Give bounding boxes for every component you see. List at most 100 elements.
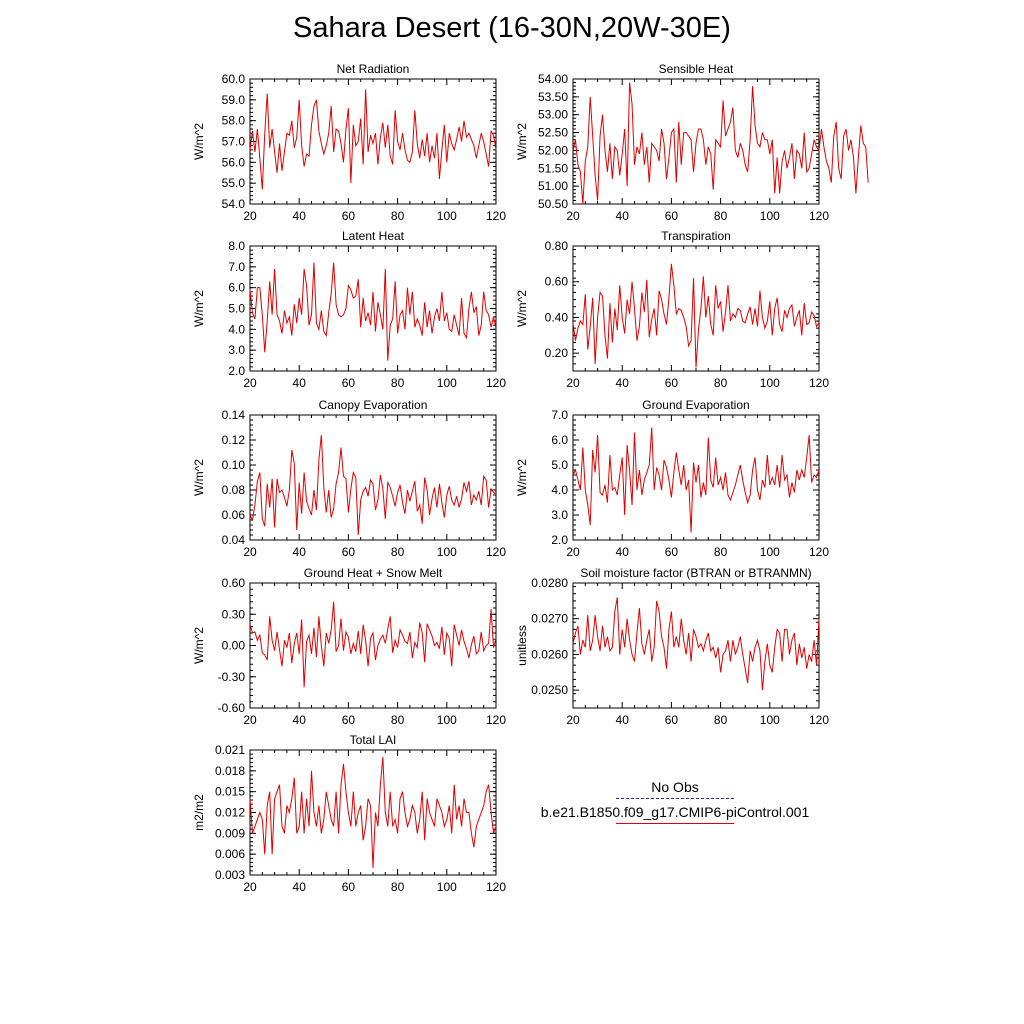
y-tick-label: 0.40 <box>545 310 569 324</box>
y-tick-label: 0.003 <box>215 868 245 882</box>
x-tick-label: 20 <box>566 209 580 223</box>
y-tick-label: 54.00 <box>538 72 568 86</box>
y-tick-label: 7.0 <box>228 260 245 274</box>
series-line <box>572 597 820 691</box>
x-tick-label: 80 <box>391 209 405 223</box>
y-tick-label: 8.0 <box>228 239 245 253</box>
y-tick-label: 0.021 <box>215 743 245 757</box>
x-tick-label: 60 <box>342 713 356 727</box>
chart-panel-3: Latent Heat W/m^2 20 40 60 80 100 120 2.0 3.0 4.0 5… <box>192 229 506 390</box>
x-tick-label: 80 <box>714 376 728 390</box>
x-tick-label: 100 <box>760 713 780 727</box>
figure-title: Sahara Desert (16-30N,20W-30E) <box>293 12 731 44</box>
x-tick-label: 40 <box>616 209 630 223</box>
x-tick-label: 60 <box>342 376 356 390</box>
x-tick-label: 100 <box>760 545 780 559</box>
plot-frame <box>249 414 497 541</box>
legend-label-model: b.e21.B1850.f09_g17.CMIP6-piControl.001 <box>540 804 810 820</box>
plot-frame <box>249 245 497 372</box>
y-tick-label: 4.0 <box>551 483 568 497</box>
x-tick-label: 20 <box>566 545 580 559</box>
y-tick-label: 0.0270 <box>531 612 568 626</box>
y-tick-label: 7.0 <box>551 408 568 422</box>
y-tick-label: 0.04 <box>222 533 246 547</box>
chart-title: Latent Heat <box>342 229 405 243</box>
x-tick-label: 60 <box>342 880 356 894</box>
series-line <box>249 89 497 190</box>
y-tick-label: 0.60 <box>545 275 569 289</box>
y-tick-label: 0.14 <box>222 408 246 422</box>
y-tick-label: 0.60 <box>222 576 246 590</box>
series-line <box>572 427 820 533</box>
y-tick-label: -0.60 <box>218 701 246 715</box>
series-line <box>249 756 497 869</box>
chart-title: Canopy Evaporation <box>319 398 428 412</box>
y-tick-label: 0.08 <box>222 483 246 497</box>
x-tick-label: 40 <box>616 545 630 559</box>
y-tick-label: 0.015 <box>215 785 245 799</box>
chart-panel-4: Transpiration W/m^2 20 40 60 80 100 120 0.20 0.40… <box>515 229 829 390</box>
chart-title: Ground Evaporation <box>642 398 749 412</box>
x-tick-label: 100 <box>760 376 780 390</box>
y-axis-label: W/m^2 <box>515 290 529 327</box>
x-tick-label: 80 <box>714 209 728 223</box>
y-tick-label: 3.0 <box>228 343 245 357</box>
x-tick-label: 60 <box>665 209 679 223</box>
y-tick-label: 0.10 <box>222 458 246 472</box>
y-axis-label: unitless <box>515 625 529 666</box>
chart-title: Ground Heat + Snow Melt <box>304 566 443 580</box>
y-tick-label: 60.0 <box>222 72 246 86</box>
x-tick-label: 20 <box>566 376 580 390</box>
y-axis-label: W/m^2 <box>515 123 529 160</box>
chart-title: Total LAI <box>350 733 397 747</box>
y-tick-label: 56.0 <box>222 155 246 169</box>
y-tick-label: 0.0280 <box>531 576 568 590</box>
x-tick-label: 100 <box>437 545 457 559</box>
plot-frame <box>572 582 820 709</box>
y-tick-label: 54.0 <box>222 197 246 211</box>
y-tick-label: 58.0 <box>222 114 246 128</box>
legend-line-obs <box>616 798 734 799</box>
x-tick-label: 80 <box>714 713 728 727</box>
x-tick-label: 40 <box>616 713 630 727</box>
x-tick-label: 120 <box>486 376 506 390</box>
y-tick-label: 0.012 <box>215 806 245 820</box>
x-tick-label: 120 <box>809 545 829 559</box>
x-tick-label: 20 <box>566 713 580 727</box>
x-tick-label: 80 <box>391 713 405 727</box>
x-tick-label: 120 <box>486 209 506 223</box>
x-tick-label: 40 <box>293 209 307 223</box>
y-tick-label: -0.30 <box>218 670 246 684</box>
x-tick-label: 20 <box>243 713 257 727</box>
chart-title: Net Radiation <box>337 62 410 76</box>
y-tick-label: 4.0 <box>228 322 245 336</box>
x-tick-label: 20 <box>243 209 257 223</box>
y-tick-label: 5.0 <box>228 302 245 316</box>
y-axis-label: m2/m2 <box>192 794 206 831</box>
x-tick-label: 80 <box>391 880 405 894</box>
y-tick-label: 52.50 <box>538 126 568 140</box>
x-tick-label: 40 <box>616 376 630 390</box>
x-tick-label: 60 <box>665 376 679 390</box>
y-axis-label: W/m^2 <box>515 459 529 496</box>
x-tick-label: 120 <box>486 880 506 894</box>
chart-title: Sensible Heat <box>659 62 734 76</box>
y-tick-label: 59.0 <box>222 93 246 107</box>
x-tick-label: 60 <box>665 713 679 727</box>
plot-frame <box>572 414 820 541</box>
x-tick-label: 20 <box>243 376 257 390</box>
series-line <box>572 263 820 368</box>
y-tick-label: 0.30 <box>222 607 246 621</box>
y-tick-label: 0.006 <box>215 847 245 861</box>
x-tick-label: 40 <box>293 376 307 390</box>
x-tick-label: 120 <box>809 376 829 390</box>
y-tick-label: 3.0 <box>551 508 568 522</box>
y-axis-label: W/m^2 <box>192 123 206 160</box>
chart-panel-8: Soil moisture factor (BTRAN or BTRANMN) u… <box>515 566 829 727</box>
x-tick-label: 120 <box>486 713 506 727</box>
y-tick-label: 53.50 <box>538 90 568 104</box>
x-tick-label: 40 <box>293 545 307 559</box>
y-tick-label: 6.0 <box>551 433 568 447</box>
y-tick-label: 0.80 <box>545 239 569 253</box>
x-tick-label: 120 <box>809 713 829 727</box>
